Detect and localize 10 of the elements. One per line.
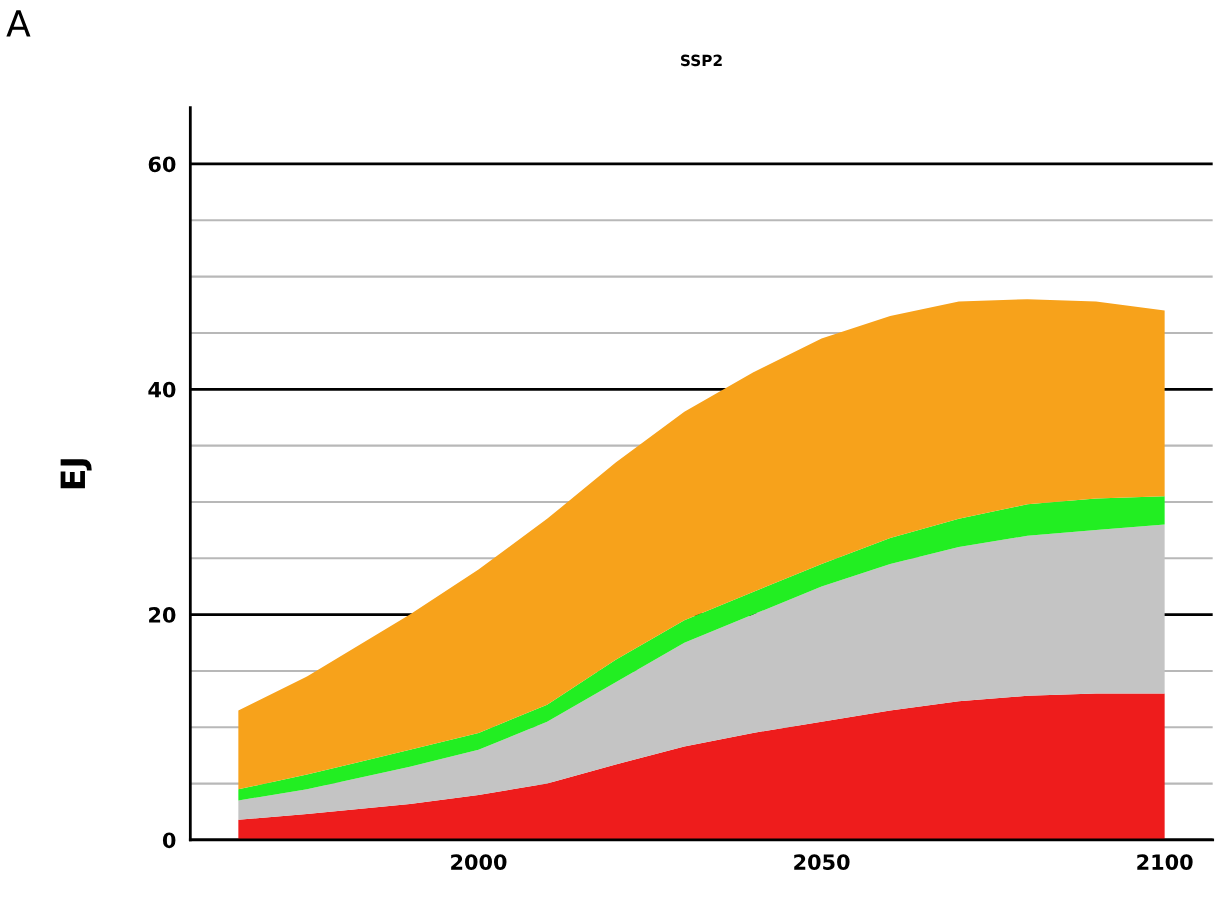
chart-title: SSP2 — [681, 54, 722, 67]
x-tick-label: 2000 — [451, 854, 507, 870]
y-tick-label: 0 — [162, 832, 176, 849]
x-tick-label: 2050 — [794, 854, 850, 870]
y-tick-label: 20 — [149, 607, 176, 623]
y-tick-label: 40 — [148, 381, 176, 398]
y-tick-label: 60 — [148, 156, 176, 173]
y-axis-title: EJ — [60, 459, 92, 489]
text: A — [6, 10, 31, 37]
x-tick-label: 2100 — [1137, 854, 1193, 870]
